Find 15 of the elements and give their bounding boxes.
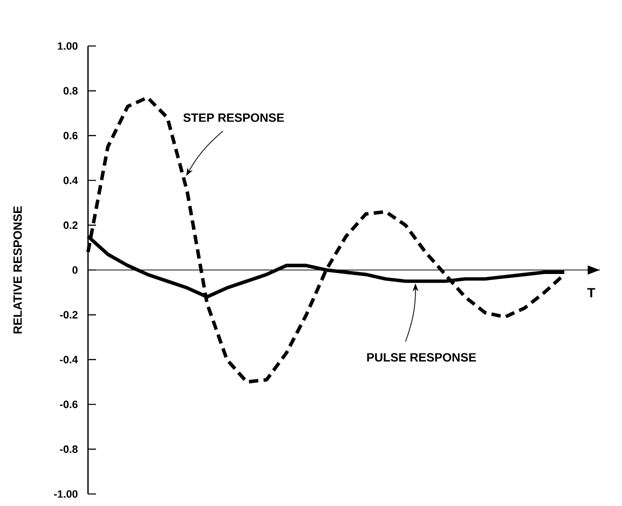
y-tick-label: 0 bbox=[72, 266, 78, 274]
y-tick-label: 1.00 bbox=[58, 42, 78, 50]
y-tick-label: 0.2 bbox=[64, 221, 78, 229]
y-tick-label: 0.8 bbox=[64, 87, 78, 95]
y-tick-label: 0.6 bbox=[64, 132, 78, 140]
text: PULSE RESPONSE bbox=[367, 353, 476, 362]
y-tick-label: 0.4 bbox=[64, 176, 78, 184]
y-tick-label: -0.4 bbox=[60, 356, 78, 364]
series-label: STEP RESPONSE bbox=[183, 113, 284, 122]
y-axis-title: RELATIVE RESPONSE bbox=[13, 206, 22, 334]
y-tick-label: -1.00 bbox=[54, 490, 78, 498]
y-tick-label: -0.8 bbox=[60, 445, 78, 453]
y-tick-label: -0.2 bbox=[60, 311, 78, 319]
x-axis-title: T bbox=[587, 288, 596, 298]
y-tick-label: -0.6 bbox=[60, 400, 78, 408]
